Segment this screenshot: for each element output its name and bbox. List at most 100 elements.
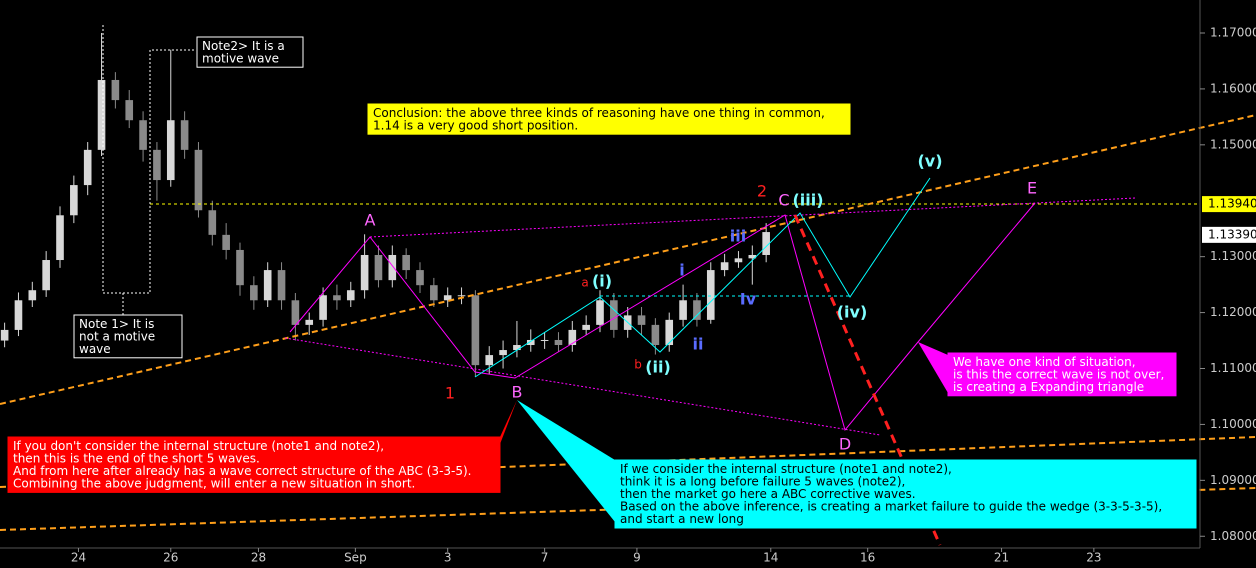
note-text: If we consider the internal structure (n… — [620, 462, 952, 476]
candle-body — [291, 300, 300, 325]
note-text: think it is a long before failure 5 wave… — [620, 474, 905, 488]
y-tick-label: 1.15000 — [1210, 137, 1256, 151]
candle-body — [56, 215, 64, 261]
x-tick-label: 28 — [251, 551, 266, 565]
note-text: not a motive — [79, 329, 155, 343]
candle-body — [388, 254, 397, 281]
x-tick-label: 24 — [71, 551, 86, 565]
note-text: And from here after already has a wave c… — [13, 464, 472, 478]
candle-body — [720, 262, 729, 271]
candle-body — [513, 345, 521, 351]
candle-body — [333, 295, 341, 301]
candle-body — [706, 270, 715, 320]
note-text: We have one kind of situation, — [953, 355, 1136, 369]
trend-line — [0, 114, 1256, 405]
wave-label: A — [365, 211, 376, 230]
candle-body — [374, 254, 383, 281]
candle-body — [360, 254, 369, 291]
x-tick-label: 9 — [633, 551, 641, 565]
candle-body — [693, 300, 701, 320]
note-box: Conclusion: the above three kinds of rea… — [367, 103, 851, 135]
candle-body — [250, 285, 258, 301]
candle-body — [14, 300, 23, 330]
candle-body — [70, 185, 78, 216]
wave-label: i — [679, 261, 684, 280]
candle-body — [0, 329, 9, 341]
price-label: 1.13940 — [1208, 197, 1256, 211]
candle-body — [679, 300, 687, 320]
candle-body — [748, 254, 757, 259]
y-tick-label: 1.17000 — [1210, 25, 1256, 39]
price-label: 1.13390 — [1208, 227, 1256, 241]
note-box-bg — [614, 459, 1197, 529]
candle-body — [153, 149, 161, 181]
candle-body — [416, 270, 424, 286]
note-box-bg — [367, 103, 851, 135]
note-text: Note2> It is a — [202, 39, 285, 53]
candle-body — [402, 254, 410, 271]
wave-label: (iv) — [837, 303, 868, 322]
candle-body — [485, 355, 494, 366]
wave-path — [289, 202, 1036, 432]
candle-body — [97, 79, 106, 150]
price-label-box — [1202, 196, 1256, 213]
candle-body — [319, 295, 327, 320]
candle-body — [568, 329, 577, 346]
candle-body — [457, 295, 466, 297]
note-text: is this the correct wave is not over, — [953, 367, 1164, 381]
candle-body — [665, 319, 674, 346]
y-tick-label: 1.10000 — [1210, 417, 1256, 431]
wave-label: E — [1027, 179, 1037, 198]
candle-body — [42, 260, 50, 291]
wave-label: (v) — [917, 152, 942, 171]
candle-body — [346, 290, 355, 301]
y-tick-label: 1.08000 — [1210, 529, 1256, 543]
x-tick-label: 14 — [763, 551, 778, 565]
wave-label: B — [512, 383, 523, 402]
note-text: then this is the end of the short 5 wave… — [13, 451, 260, 465]
candle-body — [526, 339, 535, 346]
wave-label: ii — [693, 335, 704, 354]
candle-body — [554, 339, 563, 346]
note-text: is creating a Expanding triangle — [953, 380, 1144, 394]
drawings — [0, 25, 1256, 546]
candle-body — [734, 258, 743, 263]
x-tick-label: 26 — [163, 551, 178, 565]
wave-path — [474, 177, 931, 378]
note-box-bg — [947, 352, 1177, 397]
candle-body — [111, 79, 120, 101]
note-box: If you don't consider the internal struc… — [7, 436, 501, 493]
wave-label: a — [581, 276, 588, 290]
y-tick-label: 1.13000 — [1210, 249, 1256, 263]
wave-label: (iii) — [792, 191, 823, 210]
note-text: Combining the above judgment, will enter… — [13, 477, 415, 491]
wave-label: D — [839, 435, 851, 454]
candle-body — [263, 270, 272, 301]
note-text: 1.14 is a very good short position. — [373, 118, 578, 132]
candle-body — [762, 232, 770, 255]
candle-body — [222, 234, 230, 250]
x-tick-label: Sep — [344, 551, 367, 565]
candle-body — [208, 210, 217, 235]
candle-body — [139, 120, 147, 150]
candle-body — [125, 100, 134, 121]
note-bracket — [102, 25, 195, 294]
candle-body — [499, 350, 507, 356]
candle-body — [596, 300, 604, 325]
note-text: wave — [79, 342, 111, 356]
note-box-bg — [73, 314, 183, 359]
candle-body — [236, 249, 244, 286]
candle-body — [582, 324, 590, 330]
y-tick-label: 1.11000 — [1210, 361, 1256, 375]
note-box: If we consider the internal structure (n… — [614, 459, 1197, 529]
candle-body — [651, 324, 660, 346]
note-text: then the market go here a ABC corrective… — [620, 487, 916, 501]
wave-label: (i) — [592, 272, 612, 291]
note-box-bg — [196, 36, 304, 68]
wedge-line — [284, 337, 881, 436]
wave-labels: A B 1 2 C (iii) (v) E D (iv) (i) (ii) a … — [365, 152, 1038, 454]
price-label-box — [1202, 226, 1256, 243]
candle-body — [471, 295, 480, 366]
